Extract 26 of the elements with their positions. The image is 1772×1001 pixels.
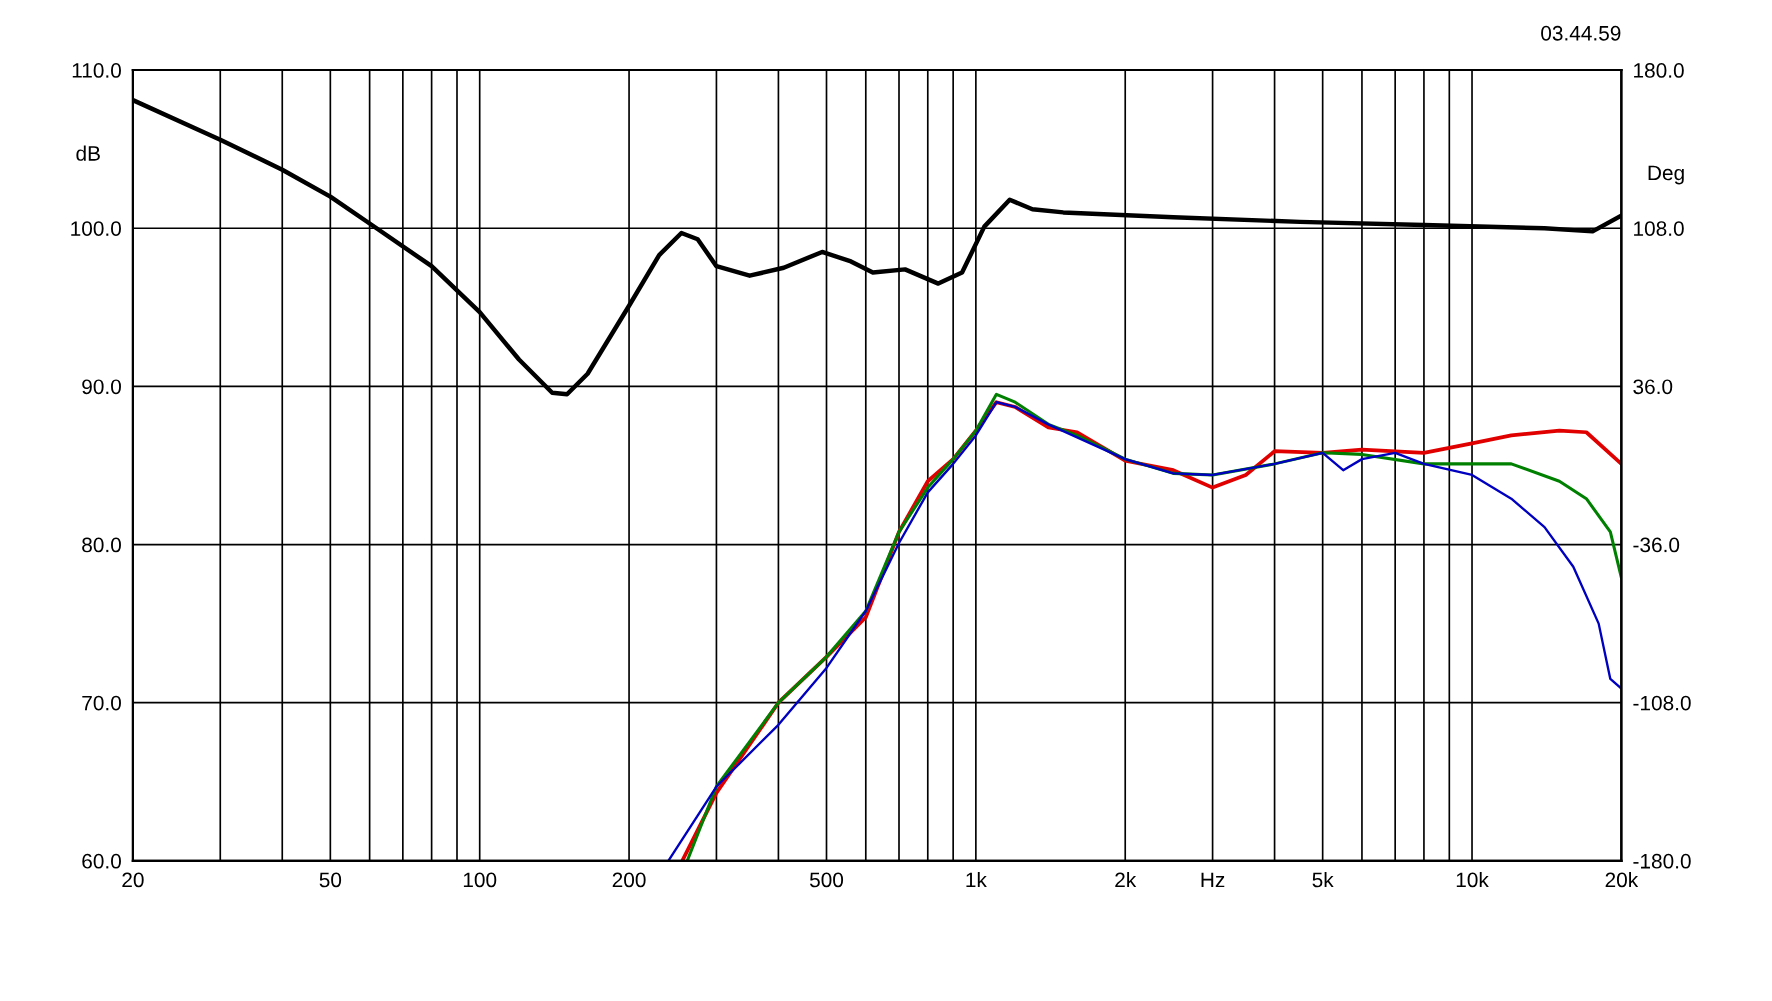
y2-tick-label: -36.0 xyxy=(1633,537,1680,553)
y2-axis-title: Deg xyxy=(1648,165,1684,185)
y-tick-label: 90.0 xyxy=(82,379,121,395)
y-tick-label: 70.0 xyxy=(82,695,121,711)
y2-tick-label: -180.0 xyxy=(1633,853,1691,869)
x-tick-label: 5k xyxy=(1312,871,1334,888)
x-tick-label: 1k xyxy=(966,871,987,888)
y2-tick-label: -108.0 xyxy=(1633,695,1691,711)
y2-tick-label: 180.0 xyxy=(1634,63,1684,78)
x-tick-label: 500 xyxy=(809,872,844,888)
x-tick-label: 2k xyxy=(1115,871,1137,888)
y2-tick-label: 36.0 xyxy=(1633,379,1673,395)
x-tick-label: 10k xyxy=(1456,871,1489,888)
y-tick-label: 60.0 xyxy=(82,853,121,869)
y-tick-label: 80.0 xyxy=(82,537,121,553)
y-axis-title: dB xyxy=(76,145,100,161)
x-tick-label: 200 xyxy=(612,872,646,888)
x-tick-label: 100 xyxy=(463,872,497,888)
y-tick-label: 100.0 xyxy=(71,221,121,236)
x-tick-label: Hz xyxy=(1201,872,1225,888)
y-tick-label: 110.0 xyxy=(72,63,121,78)
x-tick-label: 20k xyxy=(1605,871,1639,888)
x-tick-label: 20 xyxy=(122,872,144,888)
text: 03.44.59 xyxy=(1541,25,1621,41)
x-tick-label: 50 xyxy=(319,872,342,888)
y2-tick-label: 108.0 xyxy=(1634,221,1684,236)
